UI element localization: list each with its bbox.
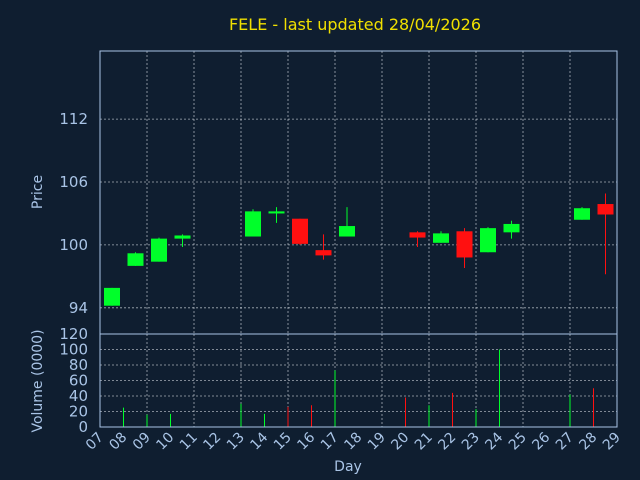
candle-09 (151, 237, 167, 262)
candle-10 (174, 234, 191, 248)
candle-body (597, 204, 614, 215)
price-candles (104, 193, 614, 306)
candle-27 (574, 207, 590, 220)
x-tick-label: 22 (435, 430, 459, 454)
x-tick-label: 08 (106, 430, 130, 454)
x-tick-label: 23 (459, 430, 483, 454)
x-tick-label: 13 (224, 430, 248, 454)
candle-body (456, 231, 473, 258)
volume-tick-label: 120 (59, 325, 88, 343)
candle-15 (292, 218, 308, 245)
candle-body (315, 250, 332, 256)
x-tick-label: 28 (576, 430, 600, 454)
candle-body (292, 218, 308, 244)
candle-body (339, 226, 355, 237)
candle-body (104, 287, 120, 306)
x-tick-label: 29 (600, 430, 624, 454)
volume-grid (100, 334, 617, 427)
candle-body (409, 232, 426, 238)
volume-tick-label: 20 (69, 403, 88, 421)
x-tick-label: 17 (318, 430, 342, 454)
price-y-ticks: 94 100 106 112 (59, 110, 88, 317)
volume-tick-label: 40 (69, 387, 88, 405)
candle-24 (503, 220, 520, 239)
price-tick-label: 112 (59, 110, 88, 128)
x-tick-label: 27 (553, 430, 577, 454)
x-tick-label: 15 (271, 430, 295, 454)
candle-body (151, 238, 167, 262)
candle-07 (104, 287, 120, 306)
candle-21 (433, 231, 449, 243)
price-tick-label: 100 (59, 236, 88, 254)
x-tick-label: 25 (506, 430, 530, 454)
candle-body (268, 211, 285, 214)
volume-tick-label: 60 (69, 372, 88, 390)
volume-axis-label: Volume (0000) (30, 329, 46, 432)
x-tick-label: 12 (200, 430, 224, 454)
x-tick-label: 10 (153, 430, 177, 454)
candle-13 (245, 209, 261, 237)
price-tick-label: 94 (69, 299, 88, 317)
candle-17 (339, 207, 355, 237)
price-tick-label: 106 (59, 173, 88, 191)
candle-16 (315, 234, 332, 260)
candle-body (245, 211, 261, 237)
candle-body (503, 223, 520, 233)
candle-body (574, 208, 590, 220)
x-tick-label: 19 (365, 430, 389, 454)
candle-20 (409, 231, 426, 248)
candle-body (174, 235, 191, 239)
x-tick-label: 11 (177, 430, 201, 454)
volume-tick-label: 80 (69, 356, 88, 374)
candle-body (433, 233, 449, 243)
x-tick-label: 20 (388, 430, 412, 454)
x-ticks: 07 08 09 10 11 12 13 14 15 16 17 18 19 20 21 22 23 24 25 26… (83, 429, 624, 453)
candle-body (127, 253, 144, 266)
price-grid (100, 51, 617, 334)
x-tick-label: 24 (482, 429, 506, 453)
price-axis-label: Price (30, 175, 46, 209)
x-tick-label: 09 (130, 430, 154, 454)
chart-title: FELE - last updated 28/04/2026 (229, 15, 481, 34)
volume-bars (123, 349, 594, 427)
volume-tick-label: 100 (59, 341, 88, 359)
x-tick-label: 16 (294, 429, 318, 453)
candle-08 (127, 252, 144, 266)
candle-28 (597, 193, 614, 275)
x-tick-label: 14 (247, 429, 271, 453)
volume-tick-label: 0 (78, 418, 88, 436)
candle-14 (268, 207, 285, 223)
x-tick-label: 18 (341, 430, 365, 454)
candle-22 (456, 228, 473, 268)
candle-23 (480, 227, 496, 253)
x-axis-label: Day (334, 459, 362, 475)
price-panel-frame (99, 50, 618, 335)
candle-body (480, 228, 496, 253)
x-tick-label: 26 (529, 429, 553, 453)
volume-panel-frame (99, 333, 618, 428)
x-tick-label: 21 (412, 430, 436, 454)
